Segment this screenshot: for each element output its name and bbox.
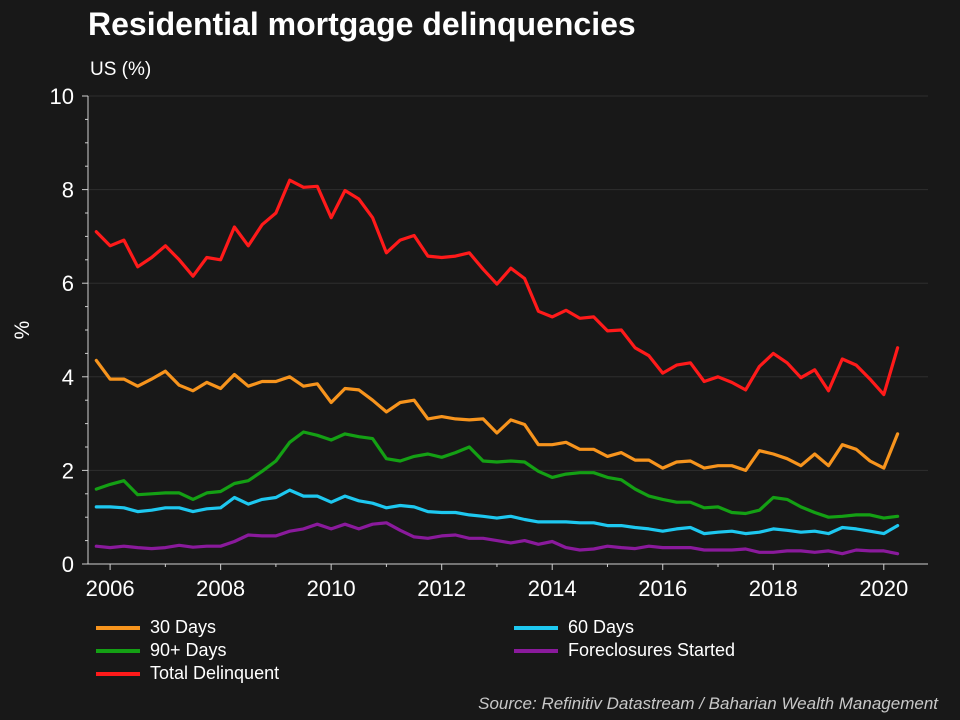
x-tick-label-2016: 2016 <box>638 576 687 601</box>
x-tick-label-2006: 2006 <box>86 576 135 601</box>
y-tick-label-4: 4 <box>62 365 74 390</box>
legend-swatch-total-delinquent <box>96 671 140 676</box>
x-tick-label-2018: 2018 <box>749 576 798 601</box>
source-note: Source: Refinitiv Datastream / Baharian … <box>478 694 938 713</box>
legend-item-foreclosures-started: Foreclosures Started <box>514 640 735 661</box>
legend-swatch-60-days <box>514 625 558 630</box>
x-tick-label-2008: 2008 <box>196 576 245 601</box>
legend-label-30-days: 30 Days <box>150 617 217 637</box>
legend-label-total-delinquent: Total Delinquent <box>150 663 280 683</box>
legend-label-foreclosures-started: Foreclosures Started <box>568 640 736 660</box>
series-line-90-days <box>94 430 900 520</box>
legend-label-60-days: 60 Days <box>568 617 635 637</box>
chart-subtitle: US (%) <box>90 59 152 80</box>
legend-label-90-days: 90+ Days <box>150 640 227 660</box>
legend-swatch-30-days <box>96 625 140 630</box>
x-tick-label-2010: 2010 <box>307 576 356 601</box>
legend-item-90-days: 90+ Days <box>96 640 227 661</box>
x-tick-label-2012: 2012 <box>417 576 466 601</box>
y-tick-label-2: 2 <box>62 458 74 483</box>
x-tick-label-2020: 2020 <box>859 576 908 601</box>
legend-item-30-days: 30 Days <box>96 617 216 638</box>
series-line-30-days <box>94 358 900 472</box>
x-tick-label-2014: 2014 <box>528 576 577 601</box>
series-line-total-delinquent <box>94 178 900 397</box>
legend-item-60-days: 60 Days <box>514 617 634 638</box>
series-line-foreclosures-started <box>94 521 900 556</box>
y-tick-label-8: 8 <box>62 178 74 203</box>
legend-item-total-delinquent: Total Delinquent <box>96 663 279 684</box>
legend-swatch-90-days <box>96 648 140 653</box>
chart-title: Residential mortgage delinquencies <box>88 6 636 42</box>
series-line-60-days <box>94 488 900 536</box>
legend-swatch-foreclosures-started <box>514 648 558 653</box>
y-tick-label-6: 6 <box>62 271 74 296</box>
y-tick-label-0: 0 <box>62 552 74 577</box>
y-tick-label-10: 10 <box>50 84 74 109</box>
